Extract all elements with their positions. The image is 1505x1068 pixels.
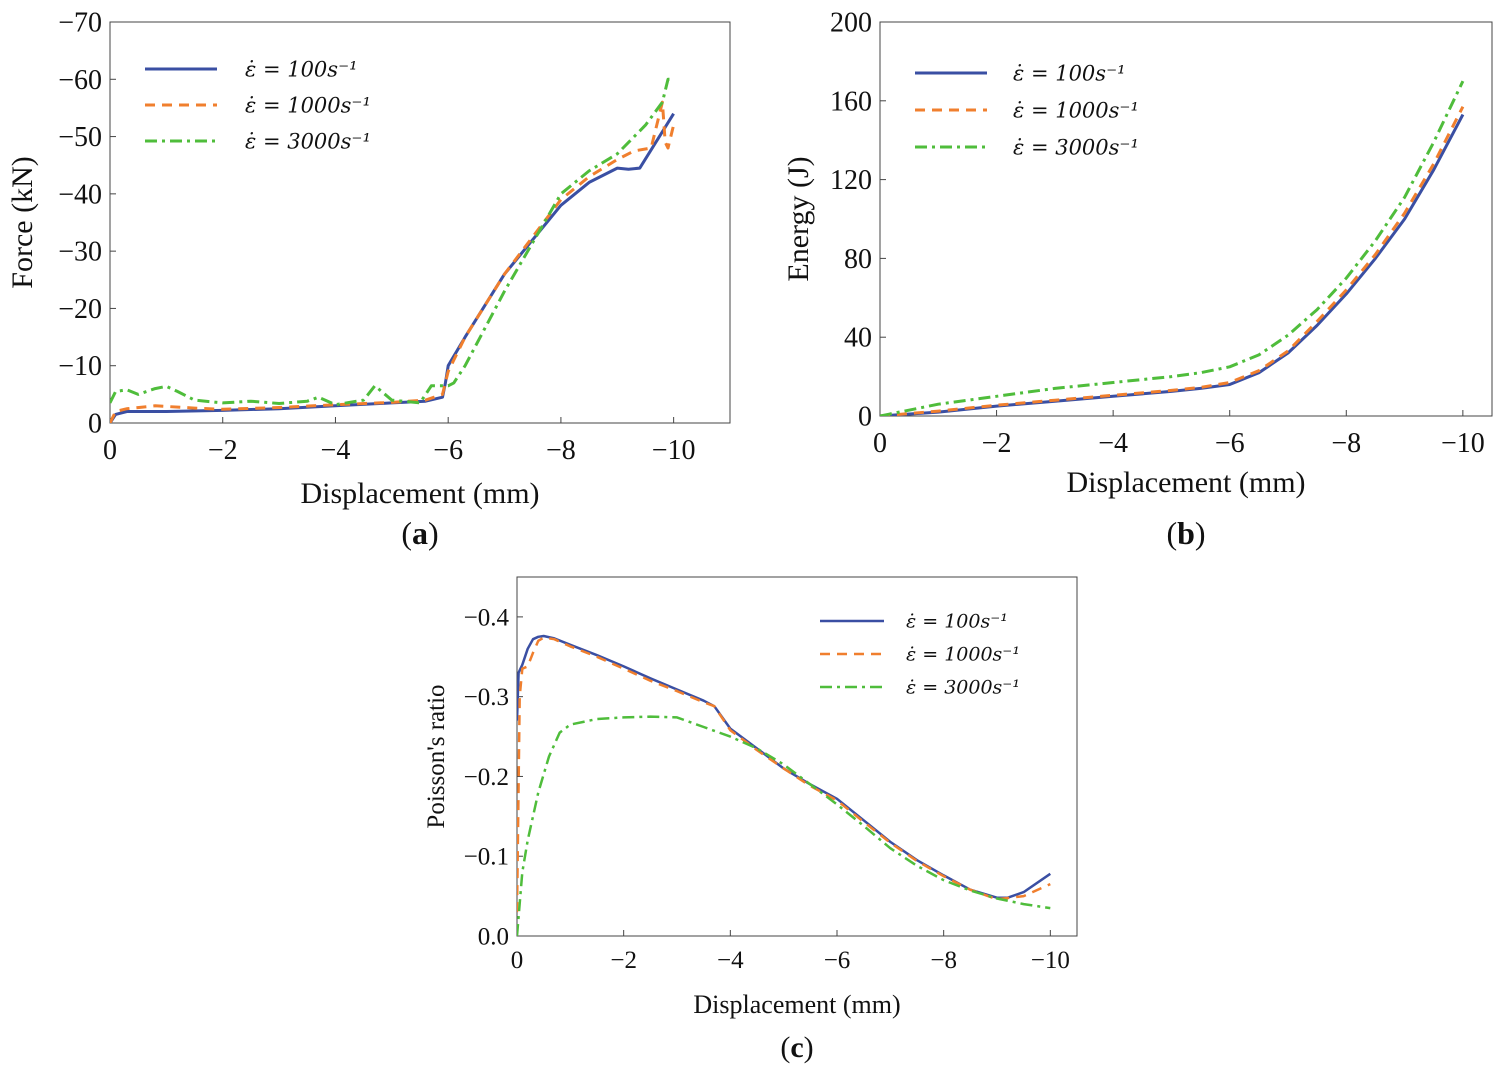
legend-entry: ε̇ = 3000s⁻¹ bbox=[1013, 135, 1139, 159]
x-tick-label: 0 bbox=[103, 435, 117, 466]
chart-panel-c: 0 −2 −4 −6 −8 −10 0.0 −0.1 −0.2 −0.3 −0.4 Displacem… bbox=[423, 576, 1078, 1064]
legend-entry: ε̇ = 1000s⁻¹ bbox=[1013, 98, 1139, 122]
x-axis-label: Displacement (mm) bbox=[1066, 466, 1305, 499]
x-axis-label: Displacement (mm) bbox=[300, 477, 539, 510]
x-tick-label: −8 bbox=[1331, 428, 1361, 459]
series-line-1000 bbox=[110, 100, 676, 423]
legend-entry: ε̇ = 1000s⁻¹ bbox=[245, 93, 371, 117]
x-tick-label: −4 bbox=[717, 947, 744, 974]
x-tick-label: 0 bbox=[511, 947, 524, 974]
x-axis-label: Displacement (mm) bbox=[693, 990, 900, 1019]
x-tick-label: −2 bbox=[982, 428, 1012, 459]
legend: ε̇ = 100s⁻¹ ε̇ = 1000s⁻¹ ε̇ = 3000s⁻¹ bbox=[820, 611, 1020, 699]
y-tick-label: −50 bbox=[58, 122, 102, 153]
x-tick-label: −2 bbox=[208, 435, 238, 466]
panel-label: (b) bbox=[1166, 515, 1205, 551]
legend-entry: ε̇ = 100s⁻¹ bbox=[906, 611, 1008, 633]
legend: ε̇ = 100s⁻¹ ε̇ = 1000s⁻¹ ε̇ = 3000s⁻¹ bbox=[915, 61, 1139, 159]
series-line-1000 bbox=[880, 106, 1465, 416]
x-tick-label: −6 bbox=[1215, 428, 1245, 459]
y-axis-label: Energy (J) bbox=[782, 156, 815, 281]
x-tick-label: −10 bbox=[1031, 947, 1070, 974]
y-tick-label: 0 bbox=[858, 402, 872, 433]
y-tick-label: 120 bbox=[830, 165, 872, 196]
x-tick-label: 0 bbox=[873, 428, 887, 459]
x-tick-label: −8 bbox=[930, 947, 957, 974]
chart-panel-a: 0 −2 −4 −6 −8 −10 0 −10 −20 −30 −40 −50 −60 −70 Displa… bbox=[6, 8, 731, 551]
y-tick-label: −10 bbox=[58, 351, 102, 382]
legend-entry: ε̇ = 100s⁻¹ bbox=[245, 57, 358, 81]
legend-entry: ε̇ = 1000s⁻¹ bbox=[906, 644, 1020, 666]
plot-frame bbox=[879, 21, 1493, 417]
x-tick-label: −10 bbox=[652, 435, 696, 466]
y-tick-label: −20 bbox=[58, 294, 102, 325]
y-tick-label: 0.0 bbox=[478, 924, 509, 951]
y-tick-label: 0 bbox=[88, 409, 102, 440]
legend-entry: ε̇ = 3000s⁻¹ bbox=[906, 677, 1020, 699]
x-tick-label: −10 bbox=[1441, 428, 1485, 459]
y-axis-label: Poisson's ratio bbox=[423, 684, 450, 828]
y-tick-label: −0.3 bbox=[464, 684, 509, 711]
plot-frame bbox=[516, 576, 1078, 937]
y-tick-label: 200 bbox=[830, 8, 872, 39]
series-line-1000 bbox=[517, 636, 1051, 913]
x-tick-label: −8 bbox=[546, 435, 576, 466]
y-tick-label: −0.2 bbox=[464, 764, 509, 791]
panel-label: (a) bbox=[401, 515, 438, 551]
x-tick-label: −4 bbox=[1098, 428, 1128, 459]
series-line-3000 bbox=[110, 77, 674, 407]
y-tick-label: −0.4 bbox=[464, 604, 510, 631]
legend-entry: ε̇ = 3000s⁻¹ bbox=[245, 129, 371, 153]
y-tick-label: 40 bbox=[844, 323, 872, 354]
series-line-100 bbox=[517, 634, 1052, 899]
series-line-100 bbox=[110, 112, 675, 423]
y-tick-label: −60 bbox=[58, 65, 102, 96]
panel-label: (c) bbox=[780, 1031, 813, 1064]
y-tick-label: 80 bbox=[844, 244, 872, 275]
y-tick-label: −40 bbox=[58, 179, 102, 210]
x-tick-label: −4 bbox=[321, 435, 351, 466]
y-tick-label: 160 bbox=[830, 86, 872, 117]
y-axis-label: Force (kN) bbox=[6, 156, 39, 288]
series-line-3000 bbox=[880, 80, 1465, 416]
x-tick-label: −2 bbox=[610, 947, 637, 974]
legend-entry: ε̇ = 100s⁻¹ bbox=[1013, 61, 1126, 85]
y-tick-label: −70 bbox=[58, 8, 102, 39]
series-line-3000 bbox=[517, 715, 1051, 936]
x-tick-label: −6 bbox=[824, 947, 851, 974]
plot-frame bbox=[109, 21, 731, 424]
chart-panel-b: 0 −2 −4 −6 −8 −10 0 40 80 120 160 200 Displacement (… bbox=[782, 8, 1493, 551]
x-tick-label: −6 bbox=[433, 435, 463, 466]
series-line-100 bbox=[880, 113, 1465, 416]
y-tick-label: −30 bbox=[58, 237, 102, 268]
legend: ε̇ = 100s⁻¹ ε̇ = 1000s⁻¹ ε̇ = 3000s⁻¹ bbox=[145, 57, 371, 153]
y-tick-label: −0.1 bbox=[464, 844, 509, 871]
